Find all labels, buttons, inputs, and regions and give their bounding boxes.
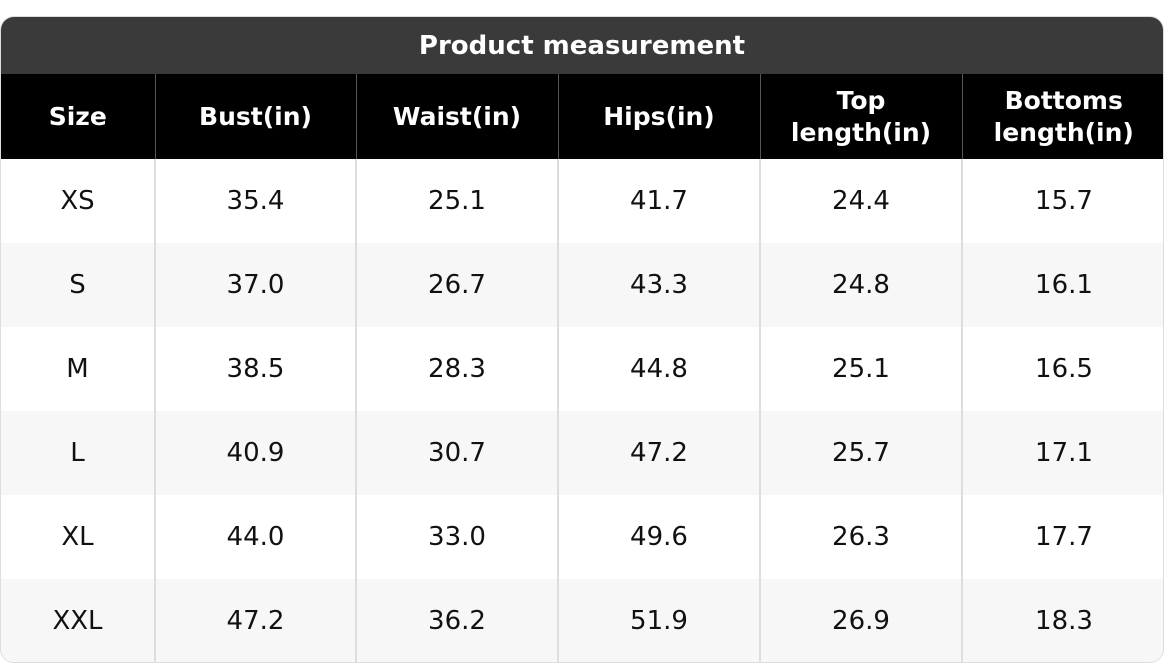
table-cell: 26.9	[759, 579, 962, 662]
table-cell: 36.2	[355, 579, 558, 662]
table-row: XL 44.0 33.0 49.6 26.3 17.7	[1, 495, 1163, 579]
table-row: S 37.0 26.7 43.3 24.8 16.1	[1, 243, 1163, 327]
table-cell: 17.1	[961, 411, 1163, 495]
table-cell: 30.7	[355, 411, 558, 495]
measurement-card: Product measurement Size Bust(in) Waist(in…	[0, 16, 1164, 663]
table-cell: 28.3	[355, 327, 558, 411]
header-cell: Top length(in)	[759, 74, 962, 159]
table-cell: 44.0	[154, 495, 356, 579]
table-body: XS 35.4 25.1 41.7 24.4 15.7 S 37.0 26.7 43.3 24.8 1…	[1, 159, 1163, 662]
table-cell: S	[1, 243, 155, 327]
header-cell: Size	[1, 74, 155, 159]
table-cell: 38.5	[154, 327, 356, 411]
table-cell: XS	[60, 186, 95, 216]
table-cell: XXL	[1, 579, 155, 662]
table-cell: 25.1	[355, 159, 558, 243]
table-cell: 51.9	[557, 579, 760, 662]
table-cell: 25.7	[759, 411, 962, 495]
table-cell: 25.1	[759, 327, 962, 411]
table-cell: M	[66, 354, 89, 384]
table-cell: 18.3	[961, 579, 1163, 662]
table-cell: 40.9	[154, 411, 356, 495]
table-cell: 16.5	[961, 327, 1163, 411]
table-row: XXL 47.2 36.2 51.9 26.9 18.3	[1, 579, 1163, 662]
table-cell: 26.3	[759, 495, 962, 579]
table-cell: 24.4	[759, 159, 962, 243]
table-cell: 16.1	[961, 243, 1163, 327]
table-cell: XL	[61, 522, 94, 552]
table-cell: 41.7	[557, 159, 760, 243]
table-cell: 35.4	[154, 159, 356, 243]
table-cell: 17.7	[961, 495, 1163, 579]
table-cell: 37.0	[154, 243, 356, 327]
table-cell: 43.3	[557, 243, 760, 327]
header-cell: Waist(in)	[355, 74, 558, 159]
table-cell: 26.7	[355, 243, 558, 327]
table-row: XS 35.4 25.1 41.7 24.4 15.7	[1, 159, 1163, 243]
header-row: Size Bust(in) Waist(in) Hips(in) Top length(…	[1, 74, 1163, 159]
table-row: M 38.5 28.3 44.8 25.1 16.5	[1, 327, 1163, 411]
table-cell: 47.2	[557, 411, 760, 495]
table-cell: 44.8	[557, 327, 760, 411]
table-row: L 40.9 30.7 47.2 25.7 17.1	[1, 411, 1163, 495]
table-cell: 33.0	[355, 495, 558, 579]
header-cell: Hips(in)	[557, 74, 760, 159]
table-cell: L	[1, 411, 155, 495]
size-table: Size Bust(in) Waist(in) Hips(in) Top length(…	[1, 74, 1163, 662]
header-cell: Bottoms length(in)	[961, 74, 1163, 159]
table-cell: 15.7	[961, 159, 1163, 243]
table-cell: 49.6	[557, 495, 760, 579]
table-title: Product measurement	[1, 17, 1163, 74]
header-cell: Bust(in)	[154, 74, 356, 159]
table-cell: 24.8	[759, 243, 962, 327]
table-cell: 47.2	[154, 579, 356, 662]
